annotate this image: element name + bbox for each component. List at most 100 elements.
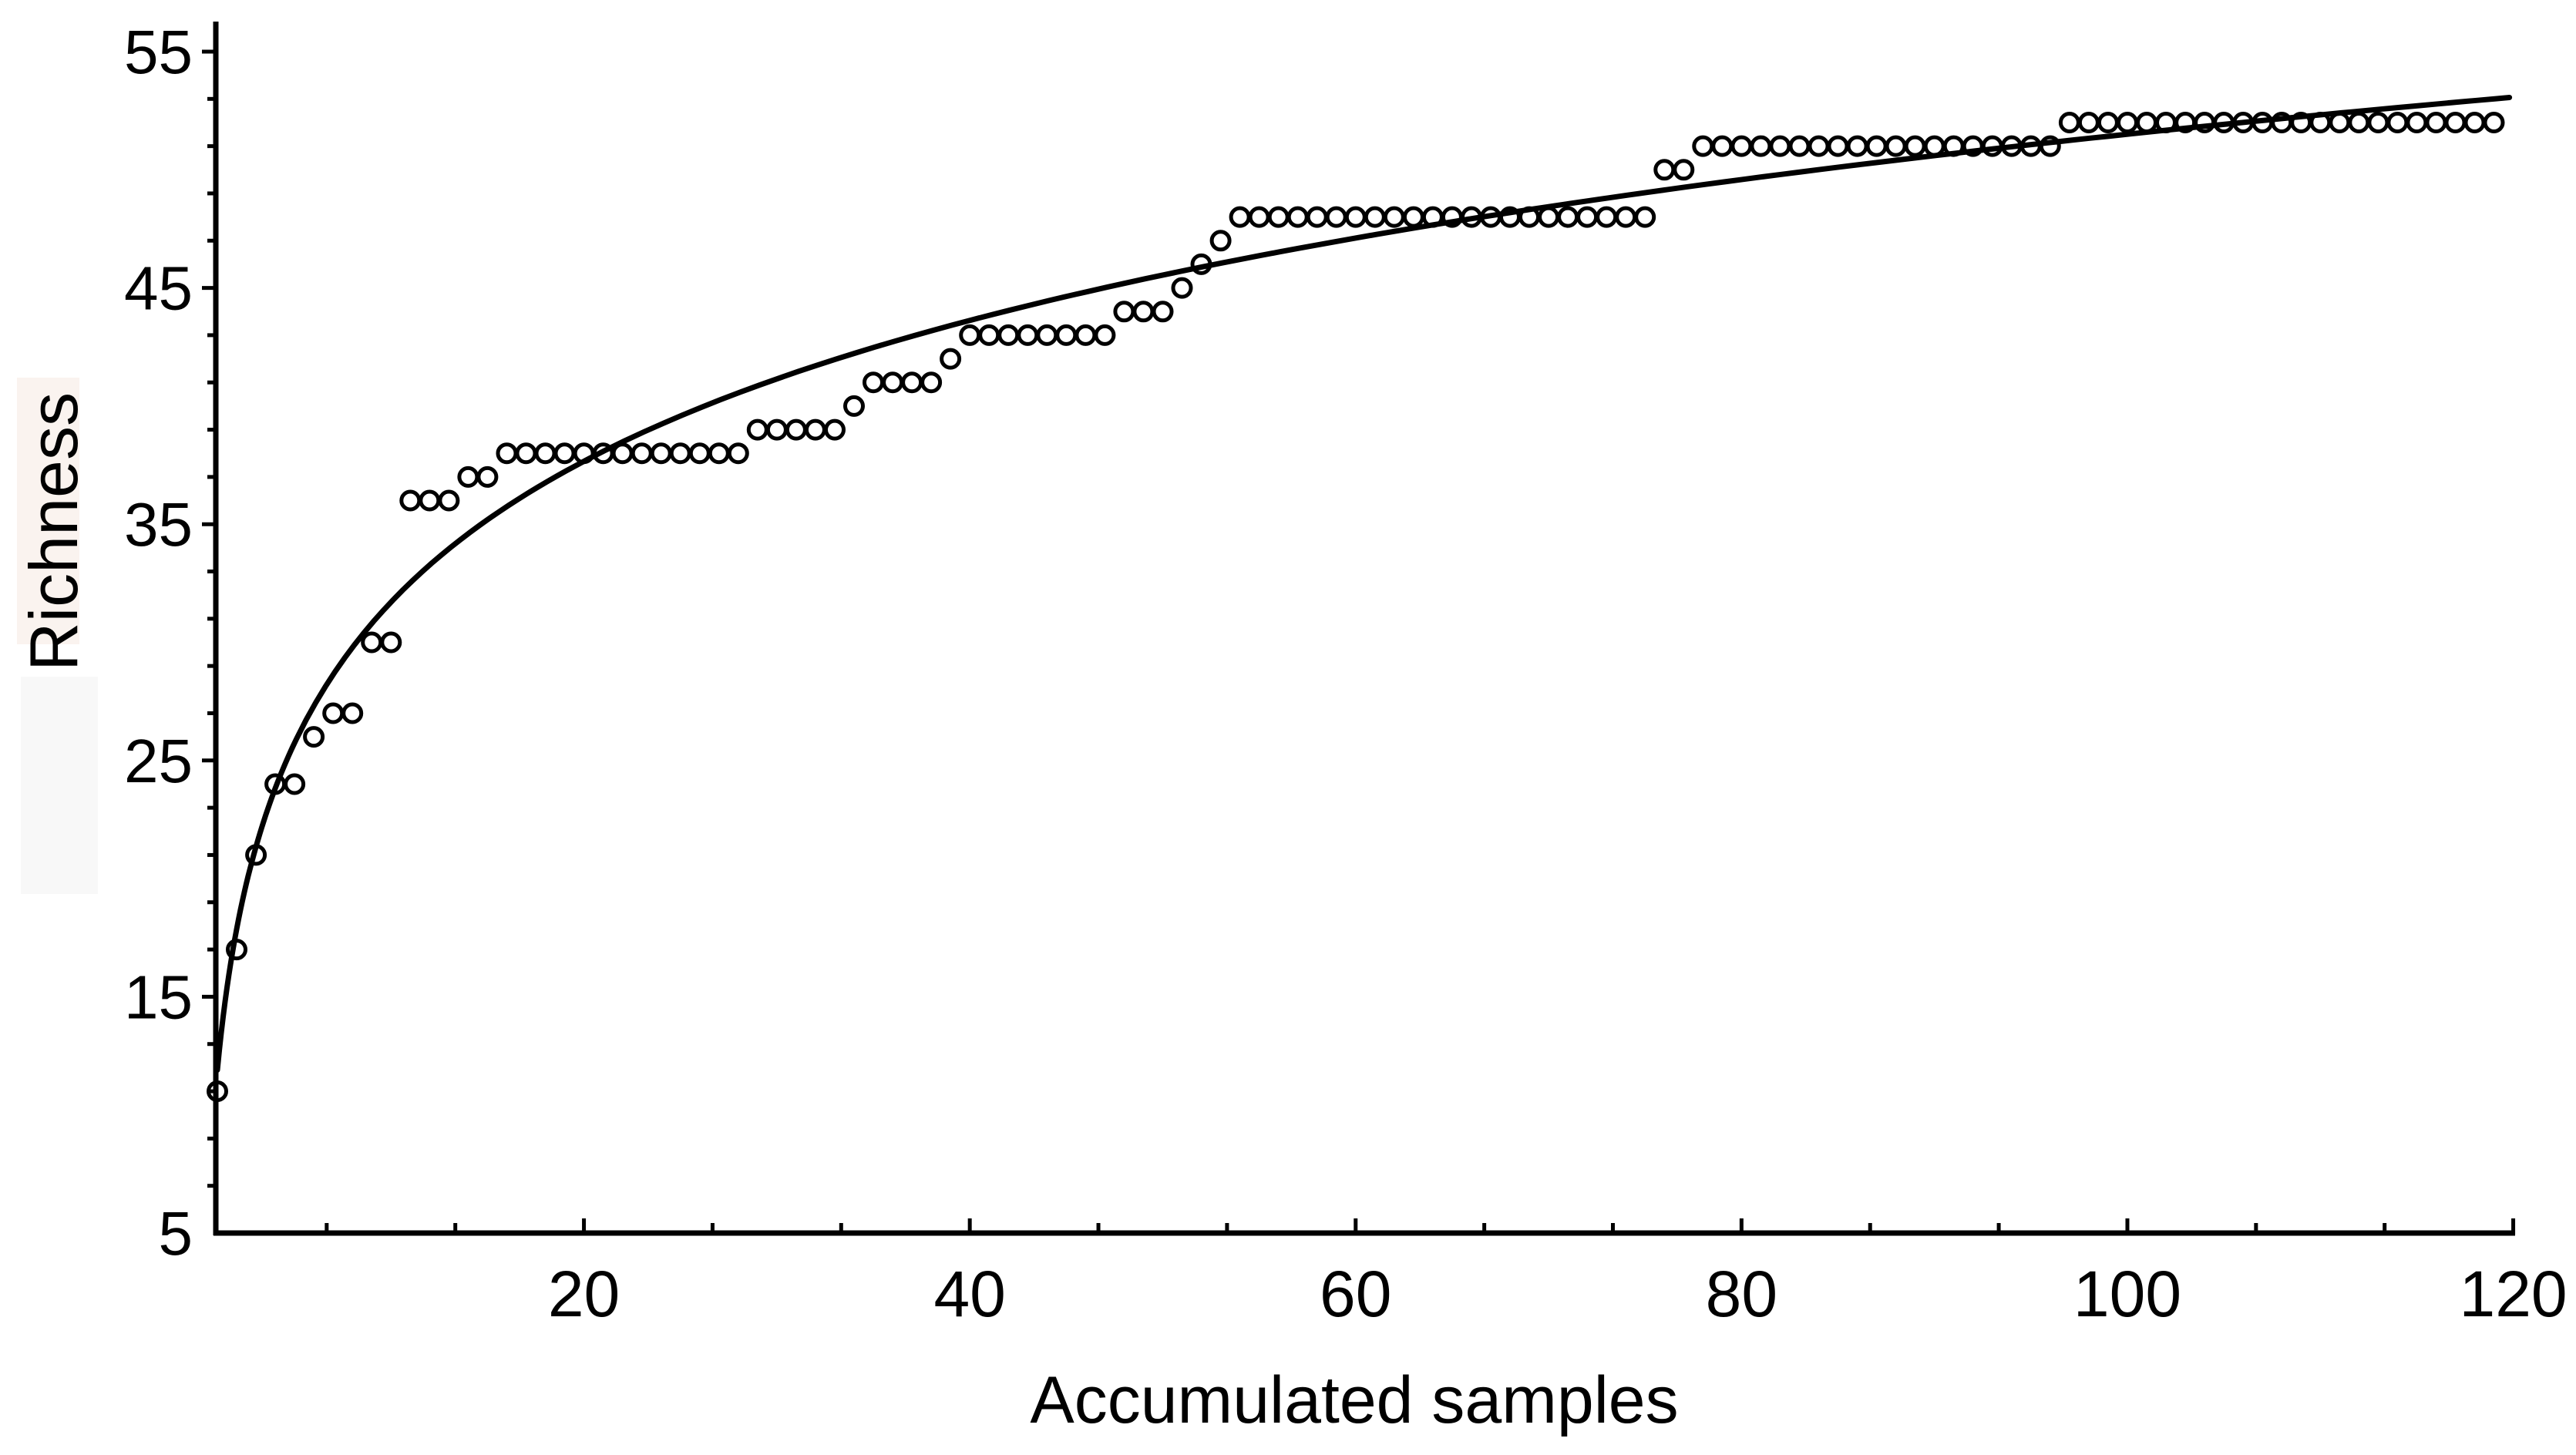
y-tick-label: 25 <box>124 727 193 795</box>
x-tick-label: 80 <box>1706 1258 1777 1330</box>
data-point <box>1885 135 1907 157</box>
data-point <box>2329 112 2351 133</box>
data-point <box>1132 301 1155 323</box>
data-point <box>2058 112 2080 133</box>
data-point <box>1325 206 1347 228</box>
data-point <box>882 371 904 394</box>
x-tick-label: 40 <box>933 1258 1005 1330</box>
data-point <box>1653 159 1676 181</box>
data-point <box>1788 135 1811 157</box>
data-point <box>226 939 247 961</box>
data-point <box>688 442 711 465</box>
data-point <box>727 442 749 465</box>
data-point <box>1904 135 1926 157</box>
data-point <box>1364 206 1386 228</box>
x-tick-label: 100 <box>2073 1258 2181 1330</box>
data-point <box>959 324 981 346</box>
data-point <box>207 1080 228 1102</box>
data-point <box>476 465 499 488</box>
data-point <box>1229 206 1251 228</box>
data-point <box>1750 135 1772 157</box>
data-point <box>1808 135 1830 157</box>
data-point <box>1267 206 1290 228</box>
fitted-curve <box>214 95 2513 1073</box>
data-point <box>765 418 788 441</box>
data-point <box>534 442 557 465</box>
data-point <box>1306 206 1328 228</box>
y-tick-label: 35 <box>124 490 193 559</box>
data-point <box>341 702 364 724</box>
data-point <box>1152 301 1174 323</box>
data-point <box>1286 206 1309 228</box>
data-point <box>2039 135 2061 157</box>
data-point <box>1923 135 1945 157</box>
data-point <box>1055 324 1078 346</box>
data-point <box>2386 112 2409 133</box>
x-tick-label: 60 <box>1320 1258 1391 1330</box>
data-point <box>1557 206 1579 228</box>
data-point <box>399 489 422 512</box>
data-point <box>1827 135 1849 157</box>
x-axis-title: Accumulated samples <box>1030 1363 1678 1437</box>
data-point <box>2483 112 2505 133</box>
data-point <box>1769 135 1791 157</box>
data-point <box>1017 324 1039 346</box>
data-point <box>997 324 1020 346</box>
data-point <box>1383 206 1405 228</box>
x-tick-label: 20 <box>548 1258 620 1330</box>
data-point <box>2117 112 2138 133</box>
data-point <box>2463 112 2486 133</box>
data-point <box>515 442 537 465</box>
data-point <box>746 418 768 441</box>
data-point <box>2348 112 2370 133</box>
data-point <box>1344 206 1367 228</box>
data-point <box>978 324 1000 346</box>
data-point <box>843 395 865 417</box>
data-point <box>611 442 634 465</box>
data-point <box>631 442 653 465</box>
data-point <box>553 442 576 465</box>
data-point <box>1538 206 1560 228</box>
data-point <box>863 371 884 394</box>
data-point <box>1576 206 1599 228</box>
data-point <box>2077 112 2100 133</box>
data-point <box>419 489 441 512</box>
data-point <box>2136 112 2157 133</box>
data-point <box>322 702 345 724</box>
data-point <box>1730 135 1753 157</box>
data-point <box>650 442 672 465</box>
data-point <box>920 371 943 394</box>
data-point <box>1248 206 1270 228</box>
y-tick-label: 45 <box>124 254 193 323</box>
data-point <box>1711 135 1734 157</box>
data-point <box>785 418 807 441</box>
data-point <box>1094 324 1116 346</box>
data-point <box>1615 206 1637 228</box>
data-point <box>2425 112 2447 133</box>
data-point <box>824 418 846 441</box>
data-point <box>2406 112 2428 133</box>
data-point <box>2097 112 2119 133</box>
data-point <box>1402 206 1424 228</box>
data-point <box>1634 206 1656 228</box>
data-point <box>708 442 730 465</box>
data-point <box>1036 324 1058 346</box>
data-point <box>1846 135 1868 157</box>
data-point <box>303 726 325 748</box>
data-point <box>361 631 383 654</box>
y-tick-label: 5 <box>159 1199 193 1268</box>
x-tick-label: 120 <box>2459 1258 2567 1330</box>
data-point <box>1692 135 1714 157</box>
data-point <box>940 348 962 370</box>
data-point <box>1113 301 1135 323</box>
data-point <box>669 442 691 465</box>
data-point <box>1171 277 1193 299</box>
data-point <box>457 465 479 488</box>
chart-generated-layer: 5 15 25 35 45 55 20 40 60 80 100 120 <box>124 18 2568 1330</box>
data-point <box>438 489 460 512</box>
data-point <box>380 631 402 654</box>
data-point <box>1673 159 1695 181</box>
data-point <box>901 371 923 394</box>
